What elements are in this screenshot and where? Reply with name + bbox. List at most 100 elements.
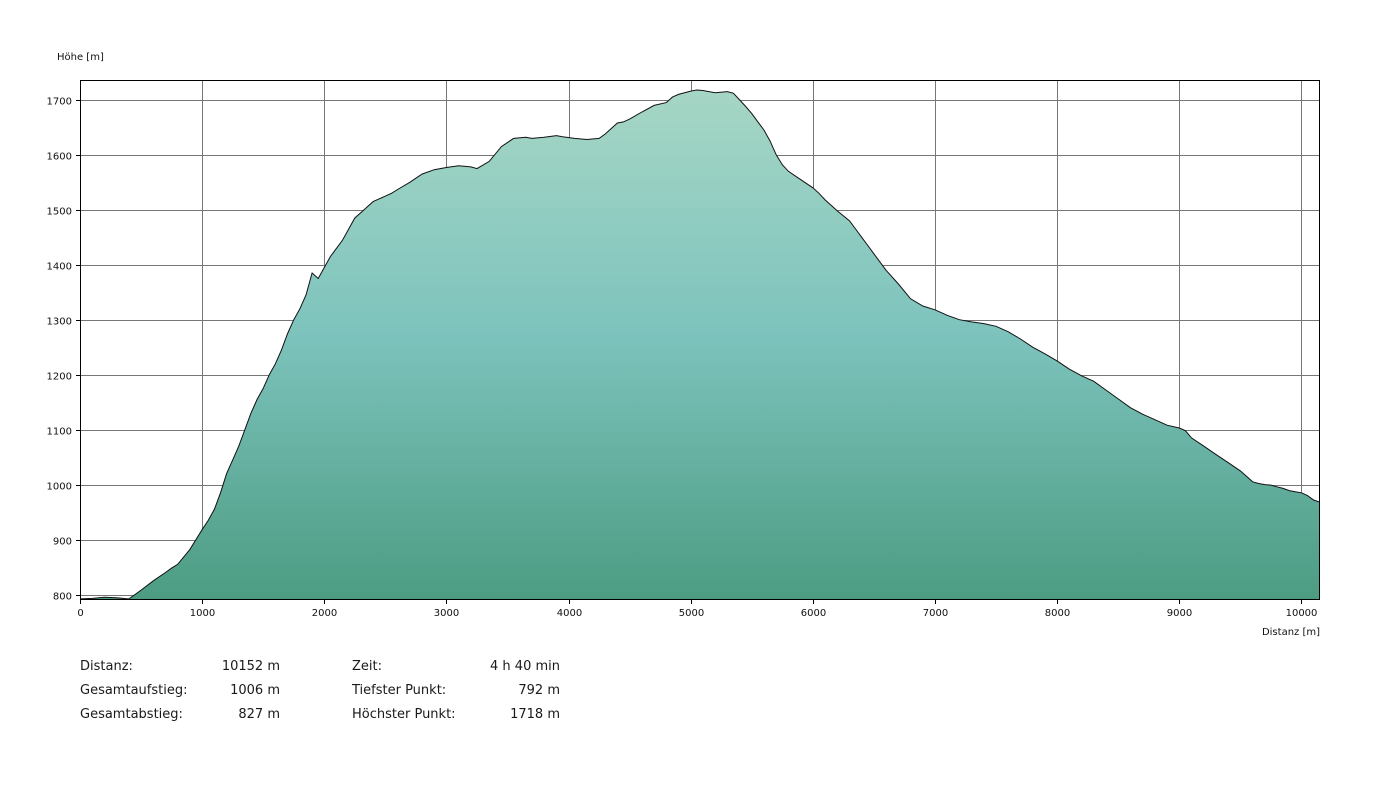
stat-ascent-label: Gesamtaufstieg: [80,683,188,698]
elevation-line [79,89,1321,600]
x-tick-label: 10000 [1286,608,1318,619]
elevation-point [208,520,210,522]
elevation-point [177,564,179,566]
elevation-point [543,137,545,139]
y-tick-label: 1400 [47,262,72,273]
elevation-point [1069,368,1071,370]
stat-descent-value: 827 m [238,707,280,722]
elevation-point [574,138,576,140]
stat-ascent-value: 1006 m [230,683,280,698]
elevation-point [751,113,753,115]
elevation-point [1154,419,1156,421]
elevation-point [1240,470,1242,472]
elevation-point [287,333,289,335]
y-tick-label: 1000 [47,482,72,493]
elevation-point [788,171,790,173]
elevation-point [556,135,558,137]
elevation-point [1008,331,1010,333]
elevation-point [959,319,961,321]
elevation-point [220,492,222,494]
elevation-point [476,168,478,170]
stat-lowest-value: 792 m [518,683,560,698]
elevation-point [1258,483,1260,485]
elevation-point [1295,491,1297,493]
stats-left-column: Distanz: 10152 m Gesamtaufstieg: 1006 m … [80,658,280,730]
y-tick-label: 1600 [47,152,72,163]
elevation-point [1288,490,1290,492]
elevation-point [1264,484,1266,486]
elevation-point [1203,445,1205,447]
elevation-point [397,189,399,191]
elevation-point [488,161,490,163]
elevation-point [702,90,704,92]
y-tick-label: 1300 [47,317,72,328]
stat-lowest-label: Tiefster Punkt: [352,683,447,698]
stat-distance-value: 10152 m [221,659,280,674]
elevation-point [837,210,839,212]
x-tick-label: 4000 [557,608,582,619]
elevation-point [934,309,936,311]
elevation-point [629,118,631,120]
elevation-point [812,187,814,189]
elevation-point [446,167,448,169]
elevation-point [922,305,924,307]
y-tick-label: 800 [53,592,72,603]
elevation-point [214,509,216,511]
x-tick-label: 6000 [801,608,826,619]
elevation-point [458,165,460,167]
elevation-point [342,239,344,241]
elevation-point [757,121,759,123]
elevation-point [281,349,283,351]
elevation-point [232,459,234,461]
elevation-point [604,133,606,135]
stat-highest-label: Höchster Punkt: [352,707,456,722]
elevation-point [1093,381,1095,383]
elevation-point [818,193,820,195]
x-tick-label: 2000 [312,608,337,619]
elevation-point [391,193,393,195]
elevation-point [830,205,832,207]
x-tick-label: 8000 [1045,608,1070,619]
elevation-point [269,374,271,376]
elevation-point [1307,495,1309,497]
elevation-point [513,138,515,140]
elevation-point [861,237,863,239]
elevation-point [379,198,381,200]
stat-distance: Distanz: 10152 m [80,658,280,682]
elevation-point [855,228,857,230]
stat-highest-value: 1718 m [510,707,560,722]
x-axis-title: Distanz [m] [1262,627,1320,638]
elevation-point [611,128,613,130]
elevation-point [586,139,588,141]
elevation-point [104,597,106,599]
stat-descent: Gesamtabstieg: 827 m [80,706,280,730]
elevation-point [1130,407,1132,409]
elevation-point [262,388,264,390]
elevation-point [800,179,802,181]
elevation-point [165,572,167,574]
elevation-point [995,326,997,328]
x-tick-label: 7000 [923,608,948,619]
elevation-point [311,272,313,274]
axis-labels: Höhe [m] Distanz [m] 800 900 1000 1100 1200 1… [47,52,1321,638]
elevation-point [501,146,503,148]
elevation-point [244,429,246,431]
elevation-point [1276,486,1278,488]
elevation-point [1179,427,1181,429]
elevation-point [623,121,625,123]
plot-frame [80,80,1320,600]
elevation-point [873,253,875,255]
stats-right-column: Zeit: 4 h 40 min Tiefster Punkt: 792 m H… [352,658,560,730]
elevation-point [971,321,973,323]
elevation-point [739,99,741,101]
elevation-point [171,567,173,569]
elevation-point [763,129,765,131]
elevation-point [867,245,869,247]
elevation-point [983,323,985,325]
elevation-point [1185,430,1187,432]
elevation-point [653,105,655,107]
elevation-point [1215,454,1217,456]
elevation-point [531,138,533,140]
elevation-point [421,173,423,175]
elevation-point [153,580,155,582]
